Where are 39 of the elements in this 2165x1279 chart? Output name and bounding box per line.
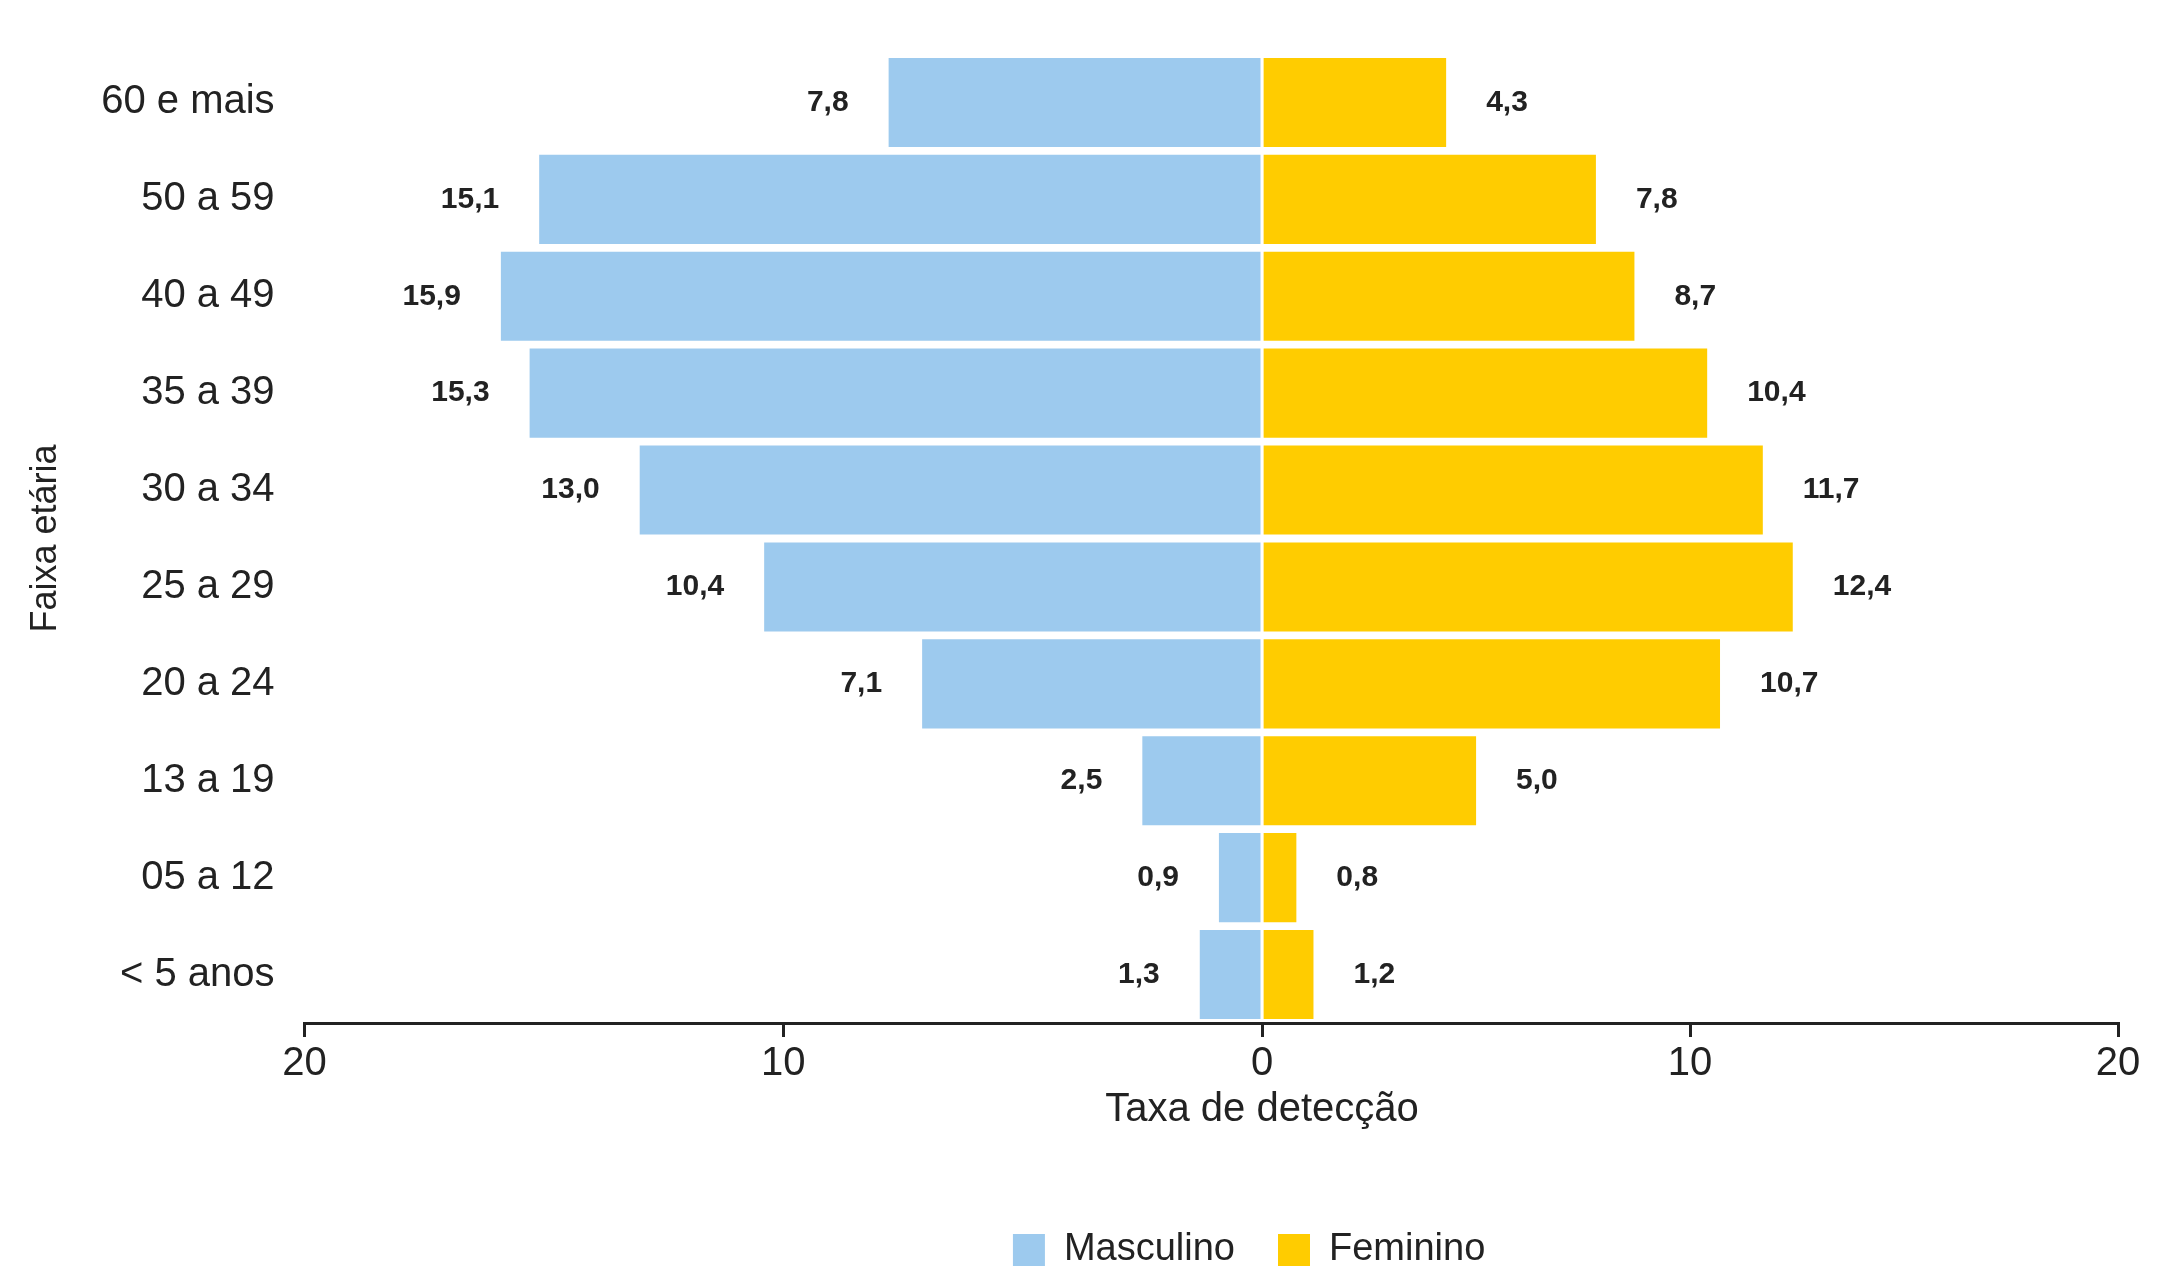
data-label: 4,3 [1486, 83, 1528, 117]
x-tick-label: 20 [2095, 1039, 2141, 1084]
x-tick-label: 20 [282, 1039, 327, 1084]
y-tick-label: 35 a 39 [141, 368, 275, 413]
data-label: 10,4 [665, 568, 725, 602]
data-label: 7,8 [1635, 180, 1678, 214]
data-label: 7,1 [840, 665, 883, 699]
legend-label: Feminino [1328, 1226, 1486, 1269]
data-label: 15,3 [431, 374, 490, 408]
y-tick-label: 60 e mais [101, 77, 275, 122]
y-tick-label: 20 a 24 [141, 658, 275, 703]
data-label: 12,4 [1832, 568, 1892, 602]
x-tick-label: 0 [1250, 1039, 1274, 1084]
data-label: 11,7 [1802, 471, 1860, 505]
data-label: 10,4 [1747, 374, 1806, 408]
x-axis-title: Taxa de detecção [1105, 1085, 1419, 1130]
data-label: 1,3 [1118, 955, 1160, 989]
y-tick-label: 25 a 29 [141, 561, 275, 606]
y-tick-label: < 5 anos [120, 949, 275, 994]
y-tick-label: 05 a 12 [141, 852, 275, 897]
y-axis-title: Faixa etária [22, 443, 64, 633]
data-label: 0,9 [1137, 858, 1179, 892]
legend-label: Masculino [1063, 1226, 1235, 1269]
y-tick-label: 50 a 59 [141, 174, 275, 219]
data-label: 0,8 [1336, 858, 1378, 892]
y-tick-label: 40 a 49 [141, 271, 275, 316]
data-label: 1,2 [1353, 955, 1396, 989]
data-label: 15,1 [440, 180, 500, 214]
data-label: 2,5 [1060, 762, 1103, 796]
x-tick-label: 10 [761, 1039, 806, 1084]
data-label: 8,7 [1674, 277, 1717, 311]
data-label: 5,0 [1515, 762, 1558, 796]
data-label: 13,0 [541, 471, 600, 505]
data-label: 7,8 [806, 83, 849, 117]
data-label: 10,7 [1759, 665, 1819, 699]
data-label: 15,9 [402, 277, 461, 311]
x-tick-label: 10 [1667, 1039, 1713, 1084]
y-tick-label: 30 a 34 [141, 465, 275, 510]
y-tick-label: 13 a 19 [141, 755, 275, 800]
